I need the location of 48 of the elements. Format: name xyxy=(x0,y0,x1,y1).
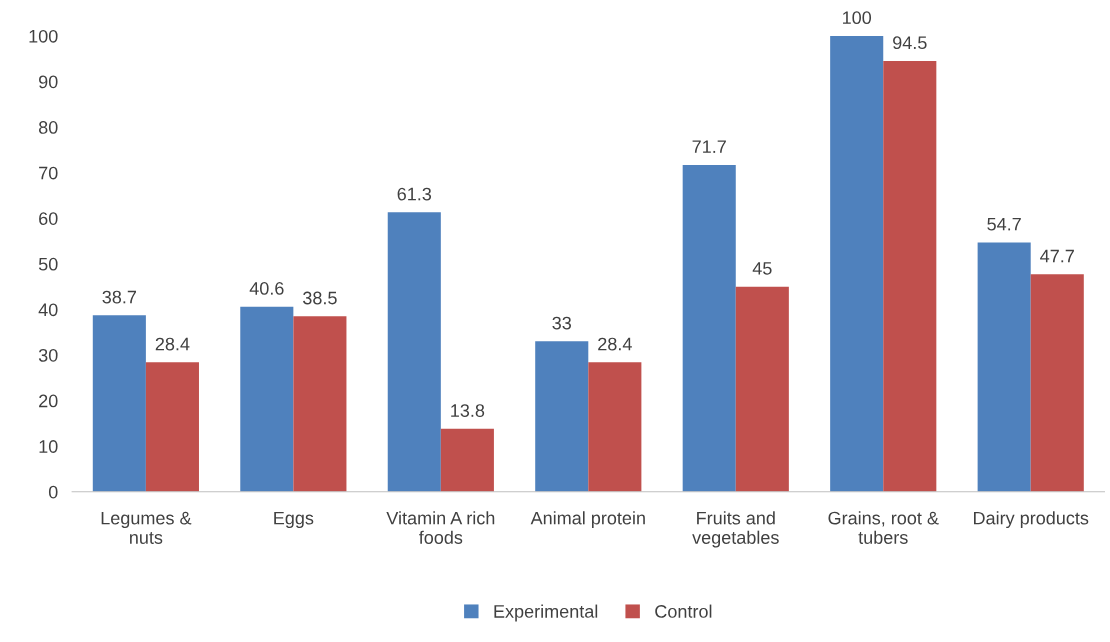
data-label: 100 xyxy=(843,11,872,25)
bar xyxy=(830,35,884,492)
x-tick-label: Grains, root & tubers xyxy=(828,511,939,544)
data-label: 33 xyxy=(552,316,571,330)
bar xyxy=(440,428,494,492)
data-label: 40.6 xyxy=(249,282,284,295)
y-tick-label: 40 xyxy=(38,303,58,317)
y-tick-label: 50 xyxy=(38,257,58,271)
x-tick-label: Animal protein xyxy=(530,511,645,529)
y-tick-label: 30 xyxy=(38,348,58,362)
x-tick-label: Legumes & nuts xyxy=(101,511,192,544)
bar xyxy=(92,315,146,492)
x-tick-label: Dairy products xyxy=(974,511,1089,529)
legend-label: Experimental xyxy=(494,604,598,622)
data-label: 28.4 xyxy=(155,337,190,351)
bar xyxy=(883,61,937,492)
legend-label: Control xyxy=(655,604,712,618)
bar xyxy=(682,164,736,492)
x-tick-label: Eggs xyxy=(274,511,314,529)
data-label: 38.5 xyxy=(303,291,337,305)
bar xyxy=(1030,274,1084,492)
y-tick-label: 0 xyxy=(48,485,58,499)
data-label: 45 xyxy=(752,262,772,275)
bar xyxy=(240,306,294,492)
data-label: 47.7 xyxy=(1040,249,1074,263)
y-tick-label: 90 xyxy=(39,75,58,89)
bar xyxy=(977,242,1031,492)
bar xyxy=(588,362,642,492)
data-label: 28.4 xyxy=(598,337,632,351)
data-label: 38.7 xyxy=(102,290,137,304)
bar xyxy=(387,212,441,492)
bar xyxy=(293,316,347,492)
data-label: 61.3 xyxy=(397,187,432,201)
data-label: 54.7 xyxy=(987,217,1021,231)
x-tick-label: Fruits and vegetables xyxy=(692,511,779,548)
y-tick-label: 70 xyxy=(39,166,58,180)
y-tick-label: 80 xyxy=(38,121,58,134)
y-tick-label: 60 xyxy=(39,212,58,225)
data-label: 71.7 xyxy=(692,140,726,153)
y-tick-label: 100 xyxy=(29,29,58,43)
y-tick-label: 10 xyxy=(39,440,58,453)
x-tick-label: Vitamin A rich foods xyxy=(386,511,495,544)
bar xyxy=(145,362,199,492)
bar xyxy=(735,286,789,492)
data-label: 94.5 xyxy=(893,36,927,50)
y-tick-label: 20 xyxy=(39,394,58,408)
data-label: 13.8 xyxy=(451,404,485,417)
bar xyxy=(535,341,589,492)
